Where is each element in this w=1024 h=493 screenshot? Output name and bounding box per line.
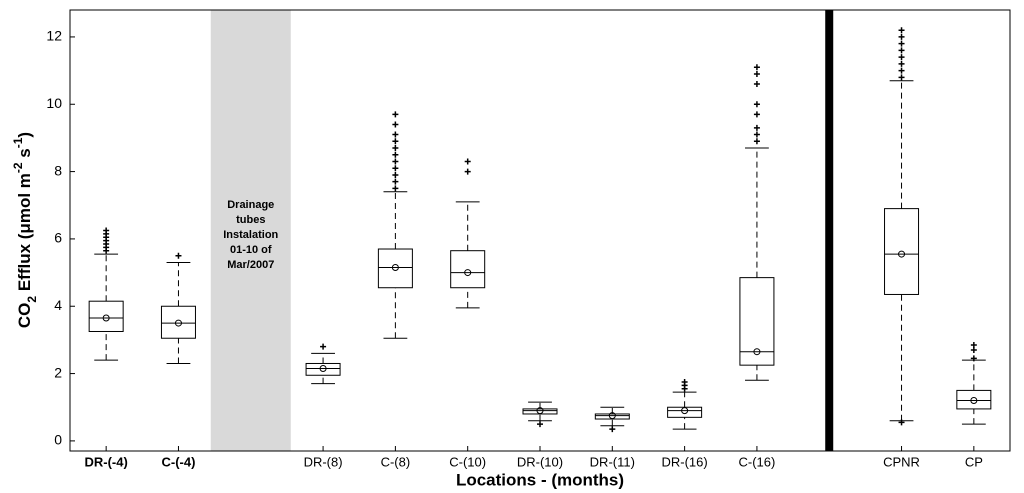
- x-tick-label: DR-(10): [517, 454, 563, 469]
- x-tick-label: CPNR: [883, 454, 920, 469]
- outlier: [753, 131, 760, 138]
- x-tick-label: C-(10): [449, 454, 486, 469]
- outlier: [392, 158, 399, 165]
- outlier: [898, 67, 905, 74]
- median-marker: [681, 407, 689, 415]
- annotation: 01-10 of: [230, 244, 272, 256]
- y-label-part: s: [15, 148, 34, 162]
- outlier: [753, 81, 760, 88]
- outlier: [392, 171, 399, 178]
- outlier: [103, 227, 110, 234]
- outlier: [898, 40, 905, 47]
- outlier: [753, 111, 760, 118]
- x-tick-label: DR-(-4): [84, 454, 127, 469]
- median-marker: [536, 407, 544, 415]
- outlier: [753, 70, 760, 77]
- y-tick-label: 10: [46, 95, 62, 111]
- y-tick-label: 6: [54, 230, 62, 246]
- outlier: [392, 145, 399, 152]
- x-tick-label: C-(16): [739, 454, 776, 469]
- x-tick-label: CP: [965, 454, 983, 469]
- y-tick-label: 0: [54, 432, 62, 448]
- outlier: [753, 64, 760, 71]
- x-tick-label: C-(8): [381, 454, 411, 469]
- outlier: [970, 341, 977, 348]
- annotation: Instalation: [223, 229, 278, 241]
- box: [956, 389, 992, 410]
- outlier: [392, 165, 399, 172]
- x-tick-label: C-(-4): [161, 454, 195, 469]
- outlier: [609, 426, 616, 433]
- median-marker: [970, 397, 978, 405]
- outlier: [753, 101, 760, 108]
- outlier: [320, 343, 327, 350]
- outlier: [537, 421, 543, 428]
- y-label-part: ): [15, 132, 34, 138]
- outlier: [898, 74, 905, 81]
- outlier: [898, 27, 905, 34]
- shaded-region: [210, 10, 291, 451]
- outlier: [392, 121, 399, 128]
- x-tick-label: DR-(11): [590, 454, 635, 469]
- median-marker: [753, 348, 761, 356]
- annotation: Mar/2007: [227, 259, 274, 271]
- x-tick-label: DR-(16): [661, 454, 707, 469]
- median-marker: [898, 250, 906, 258]
- outlier: [753, 124, 760, 131]
- outlier: [970, 347, 977, 354]
- y-label-part: CO: [15, 303, 34, 329]
- box: [88, 300, 124, 332]
- y-axis-label: CO2 Efflux (μmol m-2 s-1): [11, 132, 39, 328]
- median-marker: [391, 264, 399, 272]
- median-marker: [608, 412, 616, 420]
- outlier: [898, 54, 905, 61]
- box: [160, 305, 196, 339]
- outlier: [392, 185, 399, 192]
- median-marker: [464, 269, 472, 277]
- outlier: [898, 60, 905, 67]
- median-marker: [174, 319, 182, 327]
- x-axis-label: Locations - (months): [456, 470, 624, 489]
- y-tick-label: 2: [54, 364, 62, 380]
- y-tick-label: 8: [54, 162, 62, 178]
- y-tick-label: 12: [46, 28, 62, 44]
- box: [667, 406, 703, 418]
- y-label-part: 2: [25, 296, 39, 303]
- outlier: [392, 111, 399, 118]
- outlier: [681, 378, 688, 385]
- box: [305, 362, 341, 376]
- outlier: [898, 33, 905, 40]
- annotation: Drainage: [227, 199, 274, 211]
- median-marker: [319, 365, 327, 373]
- box: [377, 248, 413, 289]
- y-label-part: -2: [11, 162, 25, 173]
- outlier: [464, 168, 471, 175]
- y-tick-label: 4: [54, 297, 62, 313]
- annotation: tubes: [236, 214, 265, 226]
- outlier: [392, 151, 399, 158]
- y-label-part: -1: [11, 137, 25, 148]
- outlier: [898, 419, 905, 426]
- outlier: [392, 178, 399, 185]
- outlier: [175, 252, 182, 259]
- x-tick-label: DR-(8): [304, 454, 343, 469]
- outlier: [392, 138, 399, 145]
- outlier: [464, 158, 471, 165]
- median-marker: [102, 314, 110, 322]
- y-label-part: Efflux (μmol m: [15, 173, 34, 296]
- outlier: [970, 355, 977, 362]
- outlier: [392, 131, 399, 138]
- outlier: [753, 138, 760, 145]
- outlier: [898, 47, 905, 54]
- box: [739, 277, 775, 366]
